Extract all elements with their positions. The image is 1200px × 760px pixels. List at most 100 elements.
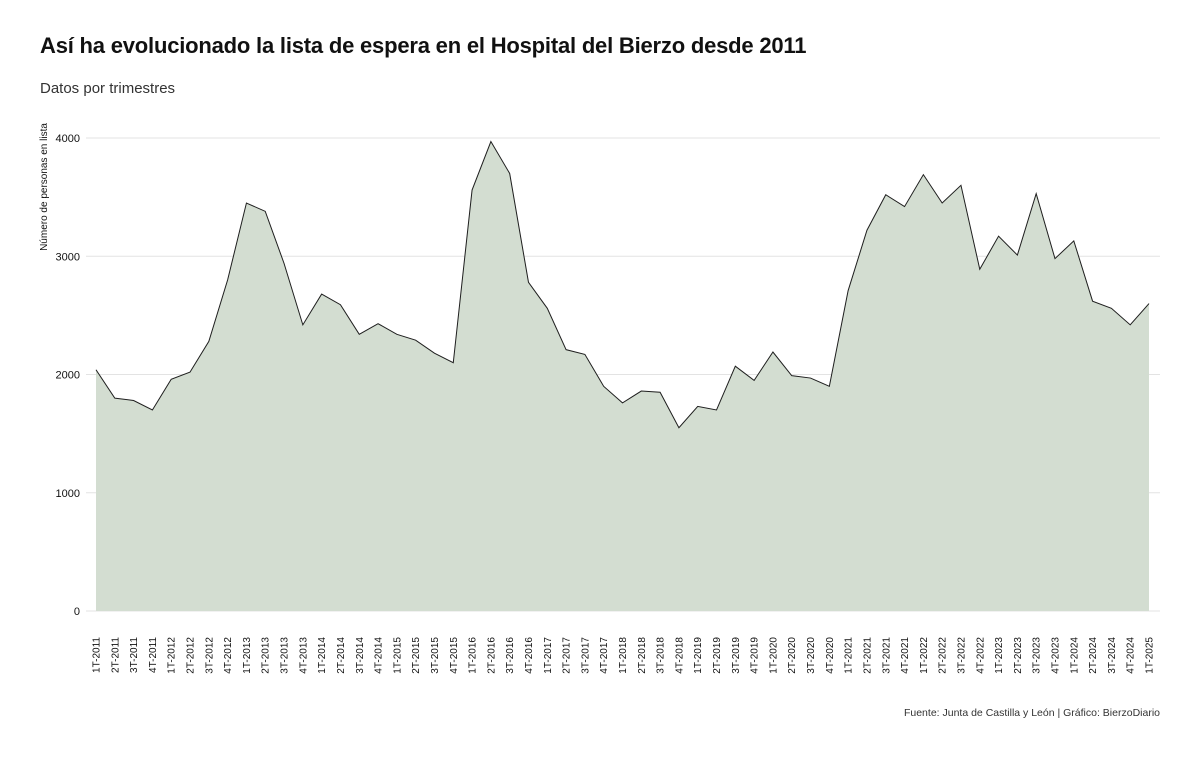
data-point [338,303,342,307]
data-point [696,404,700,408]
data-point [1147,302,1151,306]
x-tick-label: 1T-2021 [844,637,855,674]
x-tick-label: 2T-2013 [261,637,272,674]
x-tick-label: 4T-2024 [1126,637,1137,674]
x-tick-label: 3T-2020 [806,637,817,674]
x-tick-label: 1T-2012 [167,637,178,674]
x-tick-label: 3T-2013 [280,637,291,674]
x-tick-label: 4T-2021 [900,637,911,674]
y-tick-label: 0 [74,606,80,618]
x-tick-label: 3T-2022 [956,637,967,674]
data-point [771,350,775,354]
x-tick-label: 1T-2022 [919,637,930,674]
data-point [903,205,907,209]
x-axis-ticks: 1T-2011 2T-2011 3T-2011 4T-2011 1T-2012 2T-20… [92,637,1156,674]
data-point [1053,257,1057,261]
area-series-fill [96,141,1149,612]
data-point [809,376,813,380]
x-tick-label: 3T-2015 [430,637,441,674]
data-point [489,140,493,144]
data-point [884,193,888,197]
data-point [395,332,399,336]
x-tick-label: 1T-2023 [994,637,1005,674]
x-tick-label: 1T-2019 [693,637,704,674]
data-point [1128,323,1132,327]
data-point [602,384,606,388]
data-point [715,408,719,412]
x-tick-label: 2T-2020 [787,637,798,674]
y-axis-ticks: 0 1000 2000 3000 4000 [56,133,80,618]
x-tick-label: 4T-2019 [750,637,761,674]
x-tick-label: 2T-2012 [186,637,197,674]
source-caption: Fuente: Junta de Castilla y León | Gráfi… [903,707,1160,719]
x-tick-label: 4T-2016 [524,637,535,674]
data-point [564,348,568,352]
data-point [470,188,474,192]
data-point [1072,239,1076,243]
data-point [1015,253,1019,257]
x-tick-label: 2T-2019 [712,637,723,674]
data-point [752,378,756,382]
data-point [1091,299,1095,303]
x-tick-label: 4T-2012 [223,637,234,674]
x-tick-label: 2T-2024 [1088,637,1099,674]
x-tick-label: 3T-2021 [881,637,892,674]
y-tick-label: 3000 [56,251,80,263]
data-point [263,209,267,213]
x-tick-label: 4T-2014 [374,637,385,674]
y-tick-label: 4000 [56,133,80,145]
data-point [940,201,944,205]
x-tick-label: 3T-2011 [129,637,140,673]
data-point [846,289,850,293]
data-point [677,426,681,430]
data-point [733,364,737,368]
x-tick-label: 1T-2020 [768,637,779,674]
x-tick-label: 4T-2015 [449,637,460,674]
data-point [320,292,324,296]
data-point [583,352,587,356]
x-tick-label: 4T-2020 [825,637,836,674]
x-tick-label: 4T-2011 [148,637,159,673]
data-point [301,323,305,327]
x-tick-label: 2T-2014 [336,637,347,674]
data-point [827,384,831,388]
x-tick-label: 3T-2019 [731,637,742,674]
x-tick-label: 4T-2013 [298,637,309,674]
data-point [1034,192,1038,196]
area-series-line [95,140,1150,429]
x-tick-label: 2T-2011 [110,637,121,673]
x-tick-label: 3T-2018 [656,637,667,674]
x-tick-label: 1T-2015 [392,637,403,674]
x-tick-label: 3T-2016 [505,637,516,674]
x-tick-label: 2T-2016 [486,637,497,674]
data-point [226,278,230,282]
chart-subtitle: Datos por trimestres [40,80,176,97]
y-tick-label: 2000 [56,370,80,382]
data-point [432,351,436,355]
data-point [376,322,380,326]
x-tick-label: 1T-2013 [242,637,253,674]
x-tick-label: 2T-2017 [562,637,573,674]
x-tick-label: 1T-2011 [92,637,103,673]
data-point [865,228,869,232]
data-point [282,261,286,265]
data-point [921,173,925,177]
data-point [113,396,117,400]
data-point [188,370,192,374]
chart-title: Así ha evolucionado la lista de espera e… [40,33,807,58]
x-tick-label: 2T-2018 [637,637,648,674]
x-tick-label: 2T-2023 [1013,637,1024,674]
data-point [978,267,982,271]
x-tick-label: 3T-2012 [204,637,215,674]
x-tick-label: 3T-2023 [1032,637,1043,674]
x-tick-label: 3T-2017 [580,637,591,674]
x-tick-label: 3T-2014 [355,637,366,674]
y-tick-label: 1000 [56,488,80,500]
x-tick-label: 1T-2016 [468,637,479,674]
x-tick-label: 4T-2018 [674,637,685,674]
data-point [545,306,549,310]
data-point [526,280,530,284]
data-point [451,361,455,365]
data-point [1109,306,1113,310]
x-tick-label: 1T-2018 [618,637,629,674]
